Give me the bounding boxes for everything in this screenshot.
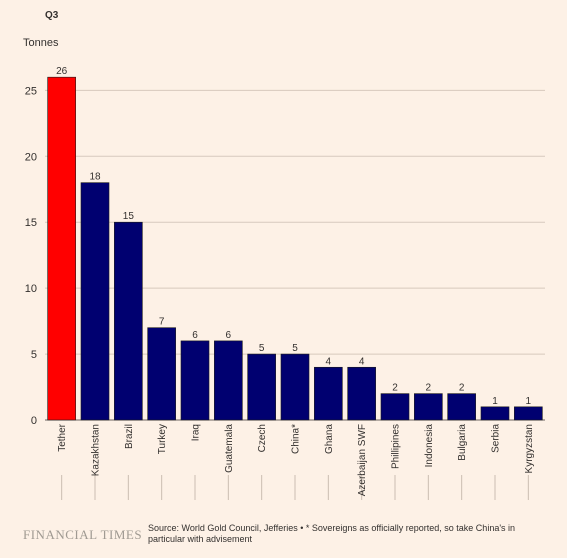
category-label: Kyrgyzstan [524,424,535,473]
category-label: Czech [257,424,268,452]
y-tick-label: 25 [25,85,37,97]
bar [347,366,376,421]
category-label: Tether [57,423,68,451]
category-label: Indonesia [424,424,435,468]
category-label: Serbia [491,424,502,453]
data-labels: 26 18 15 7 6 6 5 5 4 4 2 2 2 1 1 [56,66,531,407]
data-label: 5 [259,343,265,354]
source-note: Source: World Gold Council, Jefferies • … [148,523,516,544]
bar [247,353,276,421]
y-axis-unit-label: Tonnes [23,37,59,49]
data-label: 2 [426,383,432,394]
bar [80,182,110,421]
data-label: 18 [89,172,101,183]
data-label: 5 [292,343,298,354]
data-label: 6 [192,330,198,341]
bar [314,366,343,421]
bar [480,406,510,421]
y-tick-label: 10 [25,283,37,295]
y-tick-label: 15 [25,217,37,229]
data-label: 26 [56,66,68,77]
bar [214,340,243,421]
y-tick-label: 0 [31,415,37,427]
ft-logo: FINANCIAL TIMES [23,527,143,542]
bar [280,353,310,421]
data-label: 2 [459,383,465,394]
data-label: 4 [359,356,365,367]
category-label: Phillipines [391,424,402,469]
data-label: 4 [326,356,332,367]
bar [114,221,143,421]
data-label: 6 [226,330,232,341]
bar [414,393,443,421]
panel-label: Q3 [45,10,59,21]
bar [180,340,210,421]
data-label: 1 [492,396,498,407]
bar [47,76,76,421]
data-label: 15 [123,211,135,222]
category-label: Kazakhstan [91,424,102,476]
data-label: 1 [526,396,532,407]
bar [147,327,176,421]
category-label: Guatemala [224,424,235,473]
y-tick-label: 20 [25,151,37,163]
bar [514,406,543,421]
category-label: Azerbaijan SWF [357,424,368,496]
bar [447,393,476,421]
category-label: China* [291,424,302,454]
category-label: Turkey [157,424,168,454]
data-label: 2 [392,383,398,394]
category-labels: Tether Kazakhstan Brazil Turkey Iraq Guatemal… [57,423,535,500]
data-label: 7 [159,317,165,328]
bar [380,393,410,421]
category-label: Ghana [324,424,335,454]
y-tick-labels: 0 5 10 15 20 25 [25,85,37,427]
category-label: Bulgaria [457,424,468,461]
category-label: Iraq [191,424,202,441]
bars [47,76,543,421]
y-tick-label: 5 [31,349,37,361]
category-label: Brazil [124,424,135,449]
